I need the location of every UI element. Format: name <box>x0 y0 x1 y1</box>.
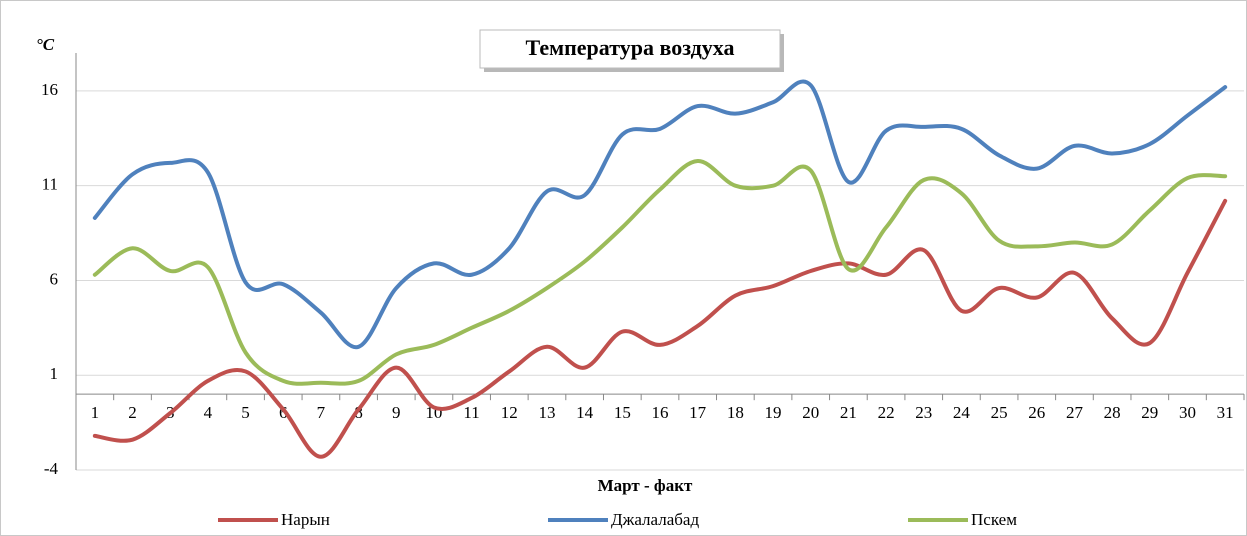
y-tick-label: 1 <box>50 364 59 383</box>
x-tick-label: 1 <box>91 403 100 422</box>
x-tick-label: 8 <box>354 403 363 422</box>
x-tick-label: 17 <box>689 403 707 422</box>
legend-label: Джалалабад <box>611 510 699 529</box>
x-tick-label: 19 <box>765 403 782 422</box>
legend-label: Пскем <box>971 510 1017 529</box>
x-tick-label: 22 <box>878 403 895 422</box>
y-tick-label: -4 <box>44 459 59 478</box>
x-tick-label: 2 <box>128 403 137 422</box>
y-tick-label: 6 <box>50 269 59 288</box>
x-tick-label: 23 <box>915 403 932 422</box>
x-tick-label: 24 <box>953 403 971 422</box>
series-line <box>92 198 1228 459</box>
x-tick-label: 13 <box>538 403 555 422</box>
title-box <box>479 29 781 69</box>
x-tick-label: 30 <box>1179 403 1196 422</box>
x-tick-label: 12 <box>501 403 518 422</box>
x-tick-label: 6 <box>279 403 288 422</box>
x-tick-label: 7 <box>317 403 326 422</box>
x-tick-label: 14 <box>576 403 594 422</box>
x-tick-label: 20 <box>802 403 819 422</box>
x-tick-label: 9 <box>392 403 401 422</box>
x-tick-label: 27 <box>1066 403 1084 422</box>
x-tick-label: 28 <box>1104 403 1121 422</box>
x-tick-label: 18 <box>727 403 744 422</box>
x-axis-label: Март - факт <box>598 476 693 495</box>
x-tick-label: 29 <box>1141 403 1158 422</box>
y-tick-label: 16 <box>41 80 58 99</box>
x-tick-label: 5 <box>241 403 250 422</box>
x-tick-label: 25 <box>991 403 1008 422</box>
y-tick-label: 11 <box>42 175 58 194</box>
series-line <box>92 79 1228 349</box>
legend-label: Нарын <box>281 510 330 529</box>
x-tick-label: 31 <box>1217 403 1234 422</box>
x-tick-label: 26 <box>1028 403 1045 422</box>
y-axis-label: °C <box>36 35 55 54</box>
x-tick-label: 4 <box>204 403 213 422</box>
chart-title: Температура воздуха <box>526 35 735 60</box>
x-tick-label: 21 <box>840 403 857 422</box>
x-tick-label: 15 <box>614 403 631 422</box>
series-line <box>92 159 1228 386</box>
x-tick-label: 11 <box>463 403 479 422</box>
x-tick-label: 16 <box>652 403 669 422</box>
